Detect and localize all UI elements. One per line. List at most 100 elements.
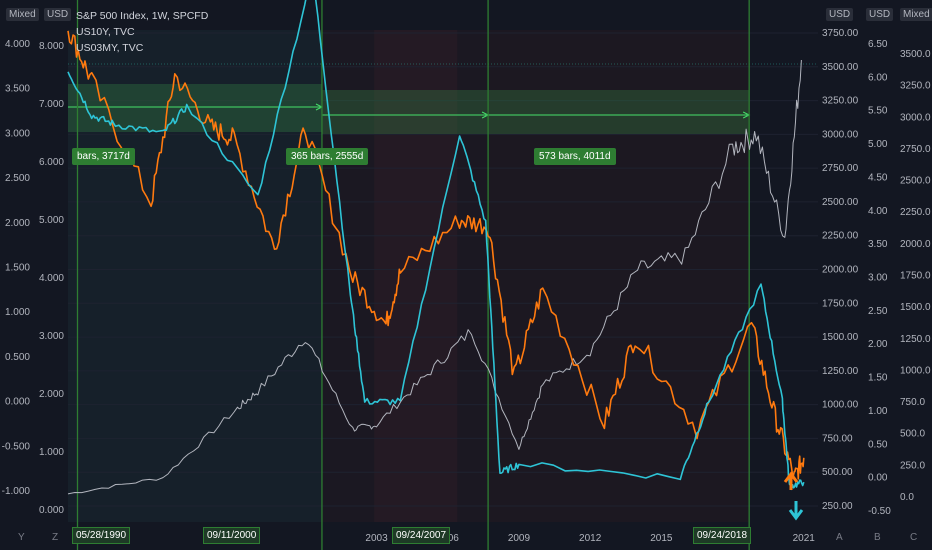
left-axis-2-tick-4: 4.000 [39, 273, 64, 284]
chart-legend: S&P 500 Index, 1W, SPCFD US10Y, TVC US03… [76, 8, 208, 56]
grid-lines [68, 32, 818, 507]
x-tick-2009: 2009 [508, 533, 531, 544]
left-axis-1-tick-0: 4.000 [5, 39, 30, 50]
right-axis-3-tick-12: 500.0 [900, 429, 925, 440]
left-axis-1-tick-9: -0.500 [2, 441, 31, 452]
x-tick-2021: 2021 [793, 533, 816, 544]
x-tick-2003: 2003 [365, 533, 388, 544]
left-axis-2-tick-7: 1.000 [39, 447, 64, 458]
right-axis-1-tick-3: 3000.00 [822, 129, 859, 140]
right-axis-1-tick-4: 2750.00 [822, 163, 859, 174]
left-axis-1-tick-1: 3.500 [5, 84, 30, 95]
right-axis-1-tick-2: 3250.00 [822, 96, 859, 107]
arrow-down-cyan [788, 501, 804, 521]
range-label-3: 573 bars, 4011d [534, 148, 616, 165]
left-axis-1: 4.000 3.500 3.000 2.500 2.000 1.500 1.000 0.500… [2, 39, 31, 497]
range-label-1: bars, 3717d [72, 148, 135, 165]
right-axis-1-tick-10: 1250.00 [822, 366, 859, 377]
right-axis-3-tick-1: 3250.0 [900, 81, 931, 92]
usd-scale-right-button[interactable]: USD [826, 8, 854, 21]
series-lines [67, 0, 805, 495]
right-axis-2-tick-7: 3.00 [868, 273, 888, 284]
zone-3 [488, 30, 750, 522]
axis-letter-c[interactable]: C [910, 532, 918, 543]
right-axis-2-tick-8: 2.50 [868, 306, 888, 317]
range-boxes [68, 84, 751, 134]
right-axis-3-tick-0: 3500.0 [900, 49, 931, 60]
right-axis-1-tick-6: 2250.00 [822, 231, 859, 242]
right-axis-2-tick-12: 0.50 [868, 439, 888, 450]
right-axis-2-tick-14: -0.50 [868, 506, 891, 517]
left-axis-1-tick-2: 3.000 [5, 128, 30, 139]
right-axis-2-tick-9: 2.00 [868, 339, 888, 350]
left-axis-1-tick-8: 0.000 [5, 397, 30, 408]
left-axis-2-tick-2: 6.000 [39, 157, 64, 168]
right-axis-3-tick-9: 1250.0 [900, 334, 931, 345]
axis-letter-y[interactable]: Y [18, 532, 25, 543]
right-axis-3: 3500.0 3250.0 3000.0 2750.0 2500.0 2250.0 2000… [900, 49, 931, 503]
right-axis-1-tick-13: 500.00 [822, 467, 853, 478]
x-tick-2012: 2012 [579, 533, 602, 544]
right-axis-3-tick-8: 1500.0 [900, 302, 931, 313]
left-axis-1-tick-7: 0.500 [5, 352, 30, 363]
mixed-scale-right-button[interactable]: Mixed [900, 8, 932, 21]
right-axis-1: 3750.00 3500.00 3250.00 3000.00 2750.00 2500.… [822, 28, 859, 512]
right-axis-3-tick-4: 2500.0 [900, 176, 931, 187]
mixed-scale-left-button[interactable]: Mixed [6, 8, 39, 21]
left-axis-1-tick-3: 2.500 [5, 173, 30, 184]
right-axis-2: 6.50 6.00 5.50 5.00 4.50 4.00 3.50 3.00 2.50 2.00… [868, 39, 891, 517]
right-axis-2-tick-11: 1.00 [868, 406, 888, 417]
right-axis-2-tick-5: 4.00 [868, 206, 888, 217]
axis-letter-a[interactable]: A [836, 532, 843, 543]
right-axis-1-tick-7: 2000.00 [822, 265, 859, 276]
left-axis-1-tick-4: 2.000 [5, 218, 30, 229]
right-axis-2-tick-4: 4.50 [868, 172, 888, 183]
usd-scale-left-button[interactable]: USD [44, 8, 72, 21]
right-axis-2-tick-0: 6.50 [868, 39, 888, 50]
usd-scale-right2-button[interactable]: USD [866, 8, 894, 21]
date-label-3: 09/24/2007 [392, 527, 451, 544]
series-line-2 [67, 30, 805, 480]
left-axis-2-tick-8: 0.000 [39, 505, 64, 516]
axis-letter-b[interactable]: B [874, 532, 881, 543]
zone-2b [374, 30, 458, 522]
date-label-2: 09/11/2000 [203, 527, 261, 544]
left-axis-2-tick-0: 8.000 [39, 41, 64, 52]
right-axis-2-tick-3: 5.00 [868, 139, 888, 150]
date-label-1: 05/28/1990 [72, 527, 131, 544]
right-axis-1-tick-0: 3750.00 [822, 28, 859, 39]
right-axis-1-tick-11: 1000.00 [822, 400, 859, 411]
signal-arrows [783, 471, 804, 521]
zone-1 [68, 30, 322, 522]
right-axis-3-tick-6: 2000.0 [900, 239, 931, 250]
arrow-up-orange [783, 471, 799, 490]
left-axis-2-tick-3: 5.000 [39, 215, 64, 226]
right-axis-2-tick-13: 0.00 [868, 473, 888, 484]
left-axis-2-tick-5: 3.000 [39, 331, 64, 342]
right-axis-2-tick-2: 5.50 [868, 106, 888, 117]
right-axis-1-tick-9: 1500.00 [822, 332, 859, 343]
left-axis-1-tick-10: -1.000 [2, 486, 31, 497]
legend-us10y[interactable]: US10Y, TVC [76, 26, 135, 38]
right-axis-2-tick-1: 6.00 [868, 72, 888, 83]
right-axis-3-tick-7: 1750.0 [900, 271, 931, 282]
range-label-2: 365 bars, 2555d [286, 148, 369, 165]
left-axis-2-tick-1: 7.000 [39, 99, 64, 110]
right-axis-2-tick-6: 3.50 [868, 239, 888, 250]
right-axis-3-tick-11: 750.0 [900, 397, 925, 408]
axis-letter-z[interactable]: Z [52, 532, 59, 543]
background-zones [68, 30, 750, 522]
right-axis-3-tick-2: 3000.0 [900, 112, 931, 123]
range-box-2 [321, 90, 489, 134]
series-line-3 [67, 0, 805, 491]
legend-main[interactable]: S&P 500 Index, 1W, SPCFD [76, 10, 209, 22]
legend-us03my[interactable]: US03MY, TVC [76, 42, 144, 54]
right-axis-3-tick-13: 250.0 [900, 460, 925, 471]
right-axis-3-tick-14: 0.0 [900, 492, 914, 503]
x-tick-2015: 2015 [650, 533, 673, 544]
right-axis-1-tick-14: 250.00 [822, 501, 853, 512]
range-box-3 [488, 90, 750, 134]
right-axis-1-tick-5: 2500.00 [822, 197, 859, 208]
right-axis-3-tick-3: 2750.0 [900, 144, 931, 155]
